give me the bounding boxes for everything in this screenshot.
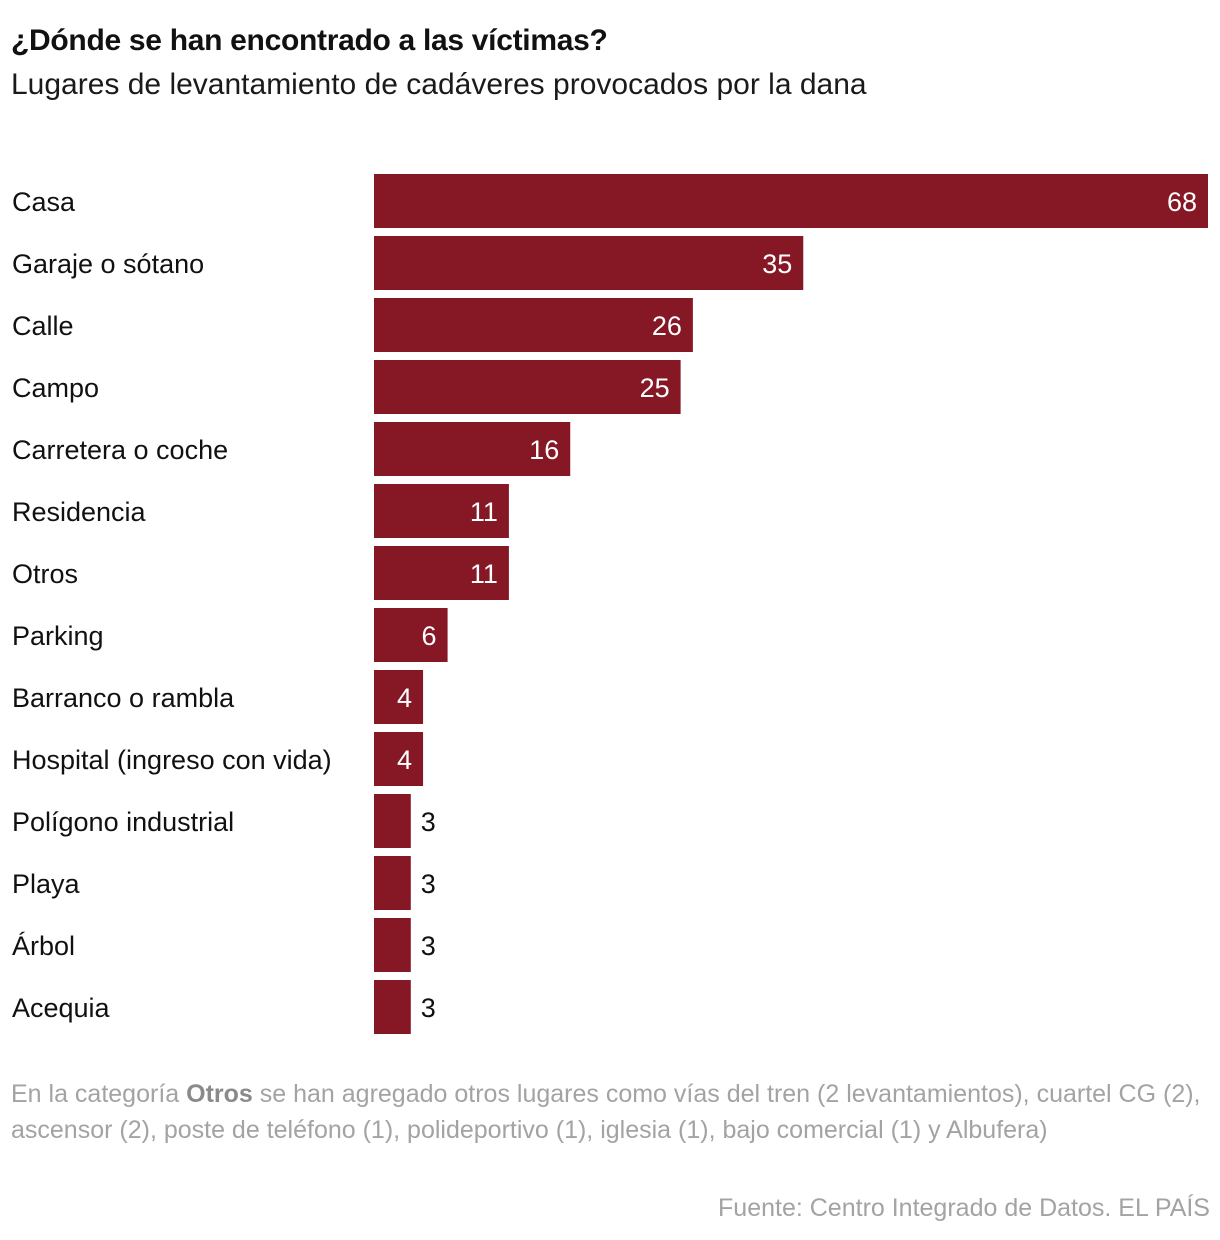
bar <box>374 794 411 848</box>
category-label: Carretera o coche <box>12 435 228 465</box>
bar-value-label: 3 <box>421 931 436 961</box>
bar <box>374 236 804 290</box>
category-label: Acequia <box>12 993 111 1023</box>
footnote-prefix: En la categoría <box>11 1080 187 1108</box>
bar <box>374 856 411 910</box>
bar <box>374 298 693 352</box>
category-label: Parking <box>12 621 104 651</box>
bar <box>374 732 424 786</box>
bar-chart: Casa 68 Garaje o sótano 35 Calle 26 Campo 25 Car… <box>12 174 1208 1034</box>
footnote-suffix: se han agregado otros lugares como vías … <box>11 1080 1201 1144</box>
category-label: Garaje o sótano <box>12 249 204 279</box>
bar <box>374 546 509 600</box>
footnote-highlight: Otros <box>186 1080 253 1108</box>
category-label: Árbol <box>12 931 75 961</box>
bar <box>374 608 448 662</box>
bar-value-label: 16 <box>529 435 559 465</box>
bar <box>374 918 411 972</box>
bar-value-label: 11 <box>470 497 498 527</box>
chart-subtitle: Lugares de levantamiento de cadáveres pr… <box>11 68 867 101</box>
bar <box>374 422 571 476</box>
bar <box>374 174 1208 228</box>
bar-value-label: 3 <box>421 869 436 899</box>
bar-value-label: 26 <box>652 311 682 341</box>
bar-value-label: 4 <box>397 745 412 775</box>
category-label: Otros <box>12 559 78 589</box>
bar <box>374 484 509 538</box>
category-label: Hospital (ingreso con vida) <box>12 745 332 775</box>
category-label: Casa <box>12 187 76 217</box>
footnote: En la categoría Otros se han agregado ot… <box>11 1076 1211 1148</box>
source-credit: Fuente: Centro Integrado de Datos. EL PA… <box>718 1194 1210 1222</box>
category-label: Polígono industrial <box>12 807 234 837</box>
bar-value-label: 11 <box>470 559 498 589</box>
bar-value-label: 68 <box>1167 187 1197 217</box>
bar-value-label: 3 <box>421 993 436 1023</box>
bar <box>374 670 424 724</box>
bar <box>374 980 411 1034</box>
bar <box>374 360 681 414</box>
category-label: Playa <box>12 869 81 899</box>
category-label: Campo <box>12 373 99 403</box>
bar-value-label: 4 <box>397 683 412 713</box>
bar-value-label: 25 <box>640 373 670 403</box>
category-label: Calle <box>12 311 74 341</box>
category-label: Residencia <box>12 497 147 527</box>
bar-value-label: 3 <box>421 807 436 837</box>
bar-value-label: 6 <box>422 621 437 651</box>
category-label: Barranco o rambla <box>12 683 235 713</box>
bar-value-label: 35 <box>762 249 792 279</box>
chart-title: ¿Dónde se han encontrado a las víctimas? <box>11 24 608 57</box>
